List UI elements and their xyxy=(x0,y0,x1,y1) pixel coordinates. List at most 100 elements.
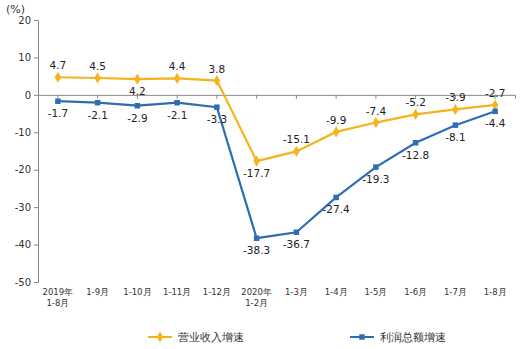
y-axis: 20 10 0 -10 -20 -30 -40 -50 xyxy=(15,15,39,288)
plot-marks xyxy=(55,72,499,241)
x-tick-mark xyxy=(97,95,98,99)
series-marker xyxy=(214,104,219,109)
legend-marker xyxy=(359,334,364,339)
x-tick xyxy=(97,95,98,99)
legend-label: 利润总额增速 xyxy=(380,331,446,344)
series-line xyxy=(58,101,495,238)
y-tick: -50 xyxy=(15,277,38,288)
data-label: -15.1 xyxy=(283,133,310,145)
y-tick-mark xyxy=(34,207,38,208)
y-tick-label: -50 xyxy=(15,277,31,288)
x-tick-mark xyxy=(336,95,337,99)
x-tick-label: 2019年1-8月 xyxy=(43,287,74,308)
data-label: -2.7 xyxy=(485,87,506,99)
data-label: 4.5 xyxy=(89,60,106,72)
data-label: -8.1 xyxy=(445,131,466,143)
x-tick xyxy=(216,95,217,99)
x-tick-labels: 2019年1-8月1-9月1-10月1-11月1-12月2020年1-2月1-3… xyxy=(43,287,507,308)
x-axis xyxy=(39,95,516,99)
x-tick-label: 1-7月 xyxy=(444,287,467,297)
y-tick-mark xyxy=(34,282,38,283)
data-label: -19.3 xyxy=(362,173,389,185)
x-tick-mark xyxy=(256,95,257,99)
series-marker xyxy=(453,122,458,127)
x-axis-line xyxy=(39,95,516,99)
x-tick-mark xyxy=(177,95,178,99)
x-tick-label: 1-3月 xyxy=(285,287,308,297)
y-tick: -30 xyxy=(15,202,38,213)
series-marker xyxy=(294,229,299,234)
data-label: -9.9 xyxy=(326,114,347,126)
y-tick-mark xyxy=(34,95,38,96)
x-tick-label: 1-11月 xyxy=(163,287,191,297)
series-marker xyxy=(254,235,259,240)
data-label: -2.1 xyxy=(87,109,108,121)
data-label: -36.7 xyxy=(283,238,310,250)
y-tick-label: 0 xyxy=(25,90,31,101)
series-marker xyxy=(333,126,339,137)
legend-marker xyxy=(157,331,163,342)
y-tick-mark xyxy=(34,57,38,58)
series-marker xyxy=(373,164,378,169)
series-marker xyxy=(95,100,100,105)
x-tick-label: 2020年1-2月 xyxy=(241,287,272,308)
x-tick xyxy=(57,95,58,99)
y-tick-mark xyxy=(34,170,38,171)
y-tick-label: -10 xyxy=(15,127,31,138)
x-tick-mark xyxy=(296,95,297,99)
y-tick-label: -30 xyxy=(15,202,31,213)
data-label: -1.7 xyxy=(48,107,69,119)
x-tick-mark xyxy=(57,95,58,99)
x-tick xyxy=(296,95,297,99)
x-tick-label: 1-4月 xyxy=(325,287,348,297)
data-label: -2.1 xyxy=(167,109,188,121)
y-tick-label: 20 xyxy=(18,15,31,26)
data-label: 4.7 xyxy=(50,59,67,71)
series-marker xyxy=(134,74,140,85)
legend-label: 营业收入增速 xyxy=(178,331,244,344)
y-tick-mark xyxy=(34,20,38,21)
y-tick-label: -40 xyxy=(15,239,31,250)
x-tick-label: 1-8月 xyxy=(484,287,507,297)
series-marker xyxy=(253,156,259,167)
data-label: 4.4 xyxy=(169,60,186,72)
y-tick-label: 10 xyxy=(18,52,31,63)
x-tick xyxy=(256,95,257,99)
series-marker xyxy=(413,140,418,145)
series-marker xyxy=(174,73,180,84)
series-marker xyxy=(452,104,458,115)
data-label: -27.4 xyxy=(323,203,350,215)
y-tick-label: -20 xyxy=(15,164,31,175)
y-tick: -40 xyxy=(15,239,38,250)
y-tick: -20 xyxy=(15,164,38,175)
data-labels: 4.7 4.5 4.2 4.4 3.8 -17.7 -15.1 -9.9 -7.4 -5.2 -3.… xyxy=(48,59,506,256)
series-line xyxy=(58,77,495,161)
series-marker xyxy=(293,146,299,157)
legend: 营业收入增速 利润总额增速 xyxy=(148,331,446,344)
y-tick-mark xyxy=(34,245,38,246)
series-marker xyxy=(94,72,100,83)
data-label: -7.4 xyxy=(366,105,387,117)
x-tick xyxy=(375,95,376,99)
x-tick-label: 1-12月 xyxy=(203,287,231,297)
y-axis-line xyxy=(34,21,39,283)
x-tick-label: 1-10月 xyxy=(123,287,151,297)
data-label: -3.9 xyxy=(445,91,466,103)
x-tick xyxy=(336,95,337,99)
series-marker xyxy=(174,100,179,105)
data-label: -4.4 xyxy=(485,117,506,129)
y-tick-mark xyxy=(34,132,38,133)
series-marker xyxy=(55,72,61,83)
y-tick: -10 xyxy=(15,127,38,138)
data-label: -3.3 xyxy=(207,113,228,125)
series-marker xyxy=(55,98,60,103)
series-marker xyxy=(492,109,497,114)
data-label: 3.8 xyxy=(209,63,226,75)
series-marker xyxy=(333,195,338,200)
series-marker xyxy=(412,109,418,120)
data-label: -17.7 xyxy=(243,167,270,179)
x-tick-mark xyxy=(375,95,376,99)
data-label: -5.2 xyxy=(405,96,426,108)
data-label: 4.2 xyxy=(129,85,146,97)
series-marker xyxy=(135,103,140,108)
